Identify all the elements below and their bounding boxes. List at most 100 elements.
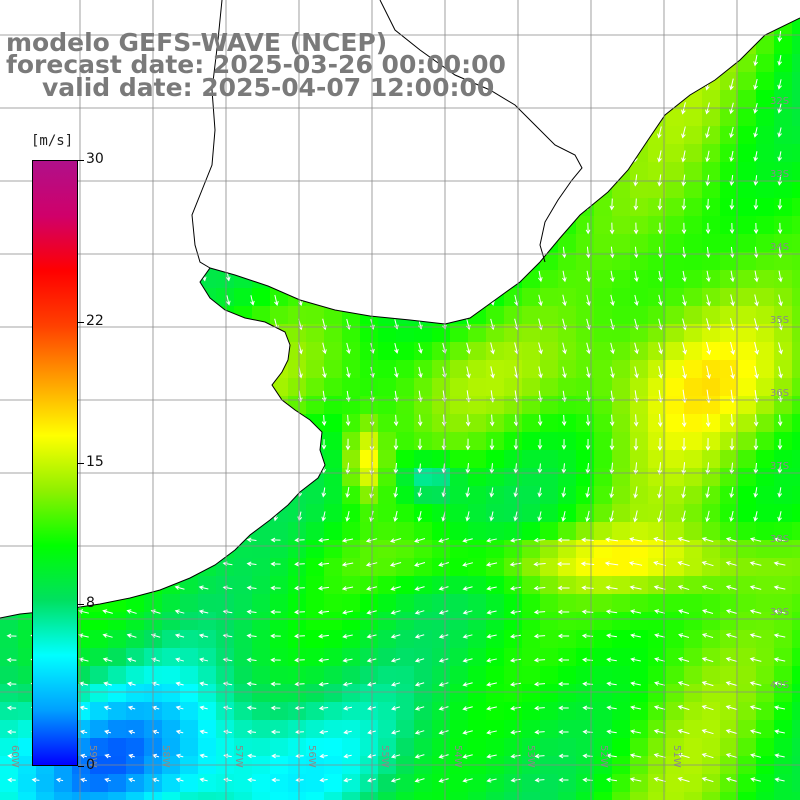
speed-cell: [378, 684, 397, 703]
wind-arrow: [657, 413, 663, 428]
speed-cell: [684, 630, 703, 649]
speed-cell: [378, 504, 397, 523]
speed-cell: [450, 648, 469, 667]
wind-arrow: [657, 174, 663, 187]
wind-arrow: [657, 126, 662, 139]
longitude-label: 54W: [452, 745, 463, 768]
speed-cell: [288, 792, 307, 800]
wind-arrow: [438, 634, 449, 639]
speed-cell: [270, 522, 289, 541]
speed-cell: [396, 630, 415, 649]
speed-cell: [198, 720, 217, 739]
speed-cell: [702, 90, 721, 109]
speed-cell: [486, 630, 505, 649]
wind-arrow: [510, 777, 521, 783]
speed-cell: [720, 90, 739, 109]
speed-cell: [450, 738, 469, 757]
speed-cell: [684, 666, 703, 685]
speed-cell: [684, 144, 703, 163]
longitude-label: 59W: [87, 745, 98, 768]
wind-arrow: [341, 538, 354, 543]
wind-arrow: [414, 706, 425, 711]
wind-arrow: [127, 681, 136, 687]
wind-arrow: [321, 390, 327, 403]
wind-arrow: [318, 657, 329, 663]
wind-arrow: [462, 610, 473, 615]
speed-cell: [612, 396, 631, 415]
speed-cell: [648, 720, 667, 739]
wind-arrow: [247, 753, 256, 759]
speed-cell: [756, 54, 775, 73]
speed-cell: [684, 216, 703, 235]
wind-arrow: [561, 390, 567, 403]
speed-cell: [756, 504, 775, 523]
speed-cell: [486, 720, 505, 739]
speed-cell: [702, 396, 721, 415]
wind-arrow: [558, 729, 569, 735]
wind-arrow: [126, 609, 137, 614]
speed-cell: [558, 540, 577, 559]
wind-arrow: [778, 366, 783, 379]
wind-arrow: [634, 366, 639, 379]
wind-arrow: [486, 658, 497, 663]
wind-arrow: [586, 270, 591, 283]
speed-cell: [792, 702, 800, 721]
speed-cell: [378, 432, 397, 451]
wind-arrow: [490, 342, 495, 355]
wind-arrow: [750, 777, 761, 782]
speed-cell: [720, 144, 739, 163]
speed-cell: [774, 612, 793, 631]
wind-arrow: [394, 366, 399, 379]
speed-cell: [666, 396, 685, 415]
speed-cell: [468, 558, 487, 577]
speed-cell: [342, 576, 361, 595]
speed-cell: [648, 180, 667, 199]
speed-cell: [756, 360, 775, 379]
speed-cell: [504, 540, 523, 559]
speed-cell: [342, 612, 361, 631]
speed-cell: [684, 774, 703, 793]
speed-cell: [774, 666, 793, 685]
speed-cell: [468, 594, 487, 613]
speed-cell: [720, 738, 739, 757]
speed-cell: [288, 702, 307, 721]
wind-arrow: [777, 222, 783, 235]
speed-cell: [576, 630, 595, 649]
speed-cell: [666, 558, 685, 577]
wind-arrow: [749, 561, 762, 566]
speed-cell: [306, 378, 325, 397]
speed-cell: [270, 774, 289, 793]
wind-arrow: [7, 729, 16, 735]
speed-cell: [270, 576, 289, 595]
speed-cell: [180, 666, 199, 685]
speed-cell: [756, 270, 775, 289]
speed-cell: [594, 540, 613, 559]
speed-cell: [774, 234, 793, 253]
wind-arrow: [341, 586, 354, 591]
speed-cell: [522, 792, 541, 800]
speed-cell: [504, 792, 523, 800]
speed-cell: [504, 504, 523, 523]
wind-arrow: [773, 633, 786, 638]
speed-cell: [414, 720, 433, 739]
speed-cell: [378, 648, 397, 667]
speed-cell: [738, 612, 757, 631]
speed-cell: [594, 270, 613, 289]
wind-arrow: [175, 705, 184, 711]
speed-cell: [684, 522, 703, 541]
wind-arrow: [198, 633, 209, 639]
wind-arrow: [485, 562, 498, 567]
wind-arrow: [729, 438, 735, 451]
speed-cell: [468, 612, 487, 631]
speed-cell: [306, 540, 325, 559]
speed-cell: [216, 270, 235, 289]
wind-arrow: [729, 414, 735, 428]
speed-cell: [630, 522, 649, 541]
wind-arrow: [633, 222, 639, 235]
speed-cell: [630, 270, 649, 289]
speed-cell: [666, 252, 685, 271]
wind-arrow: [513, 487, 519, 498]
speed-cell: [432, 648, 451, 667]
speed-cell: [576, 468, 595, 487]
speed-cell: [486, 774, 505, 793]
